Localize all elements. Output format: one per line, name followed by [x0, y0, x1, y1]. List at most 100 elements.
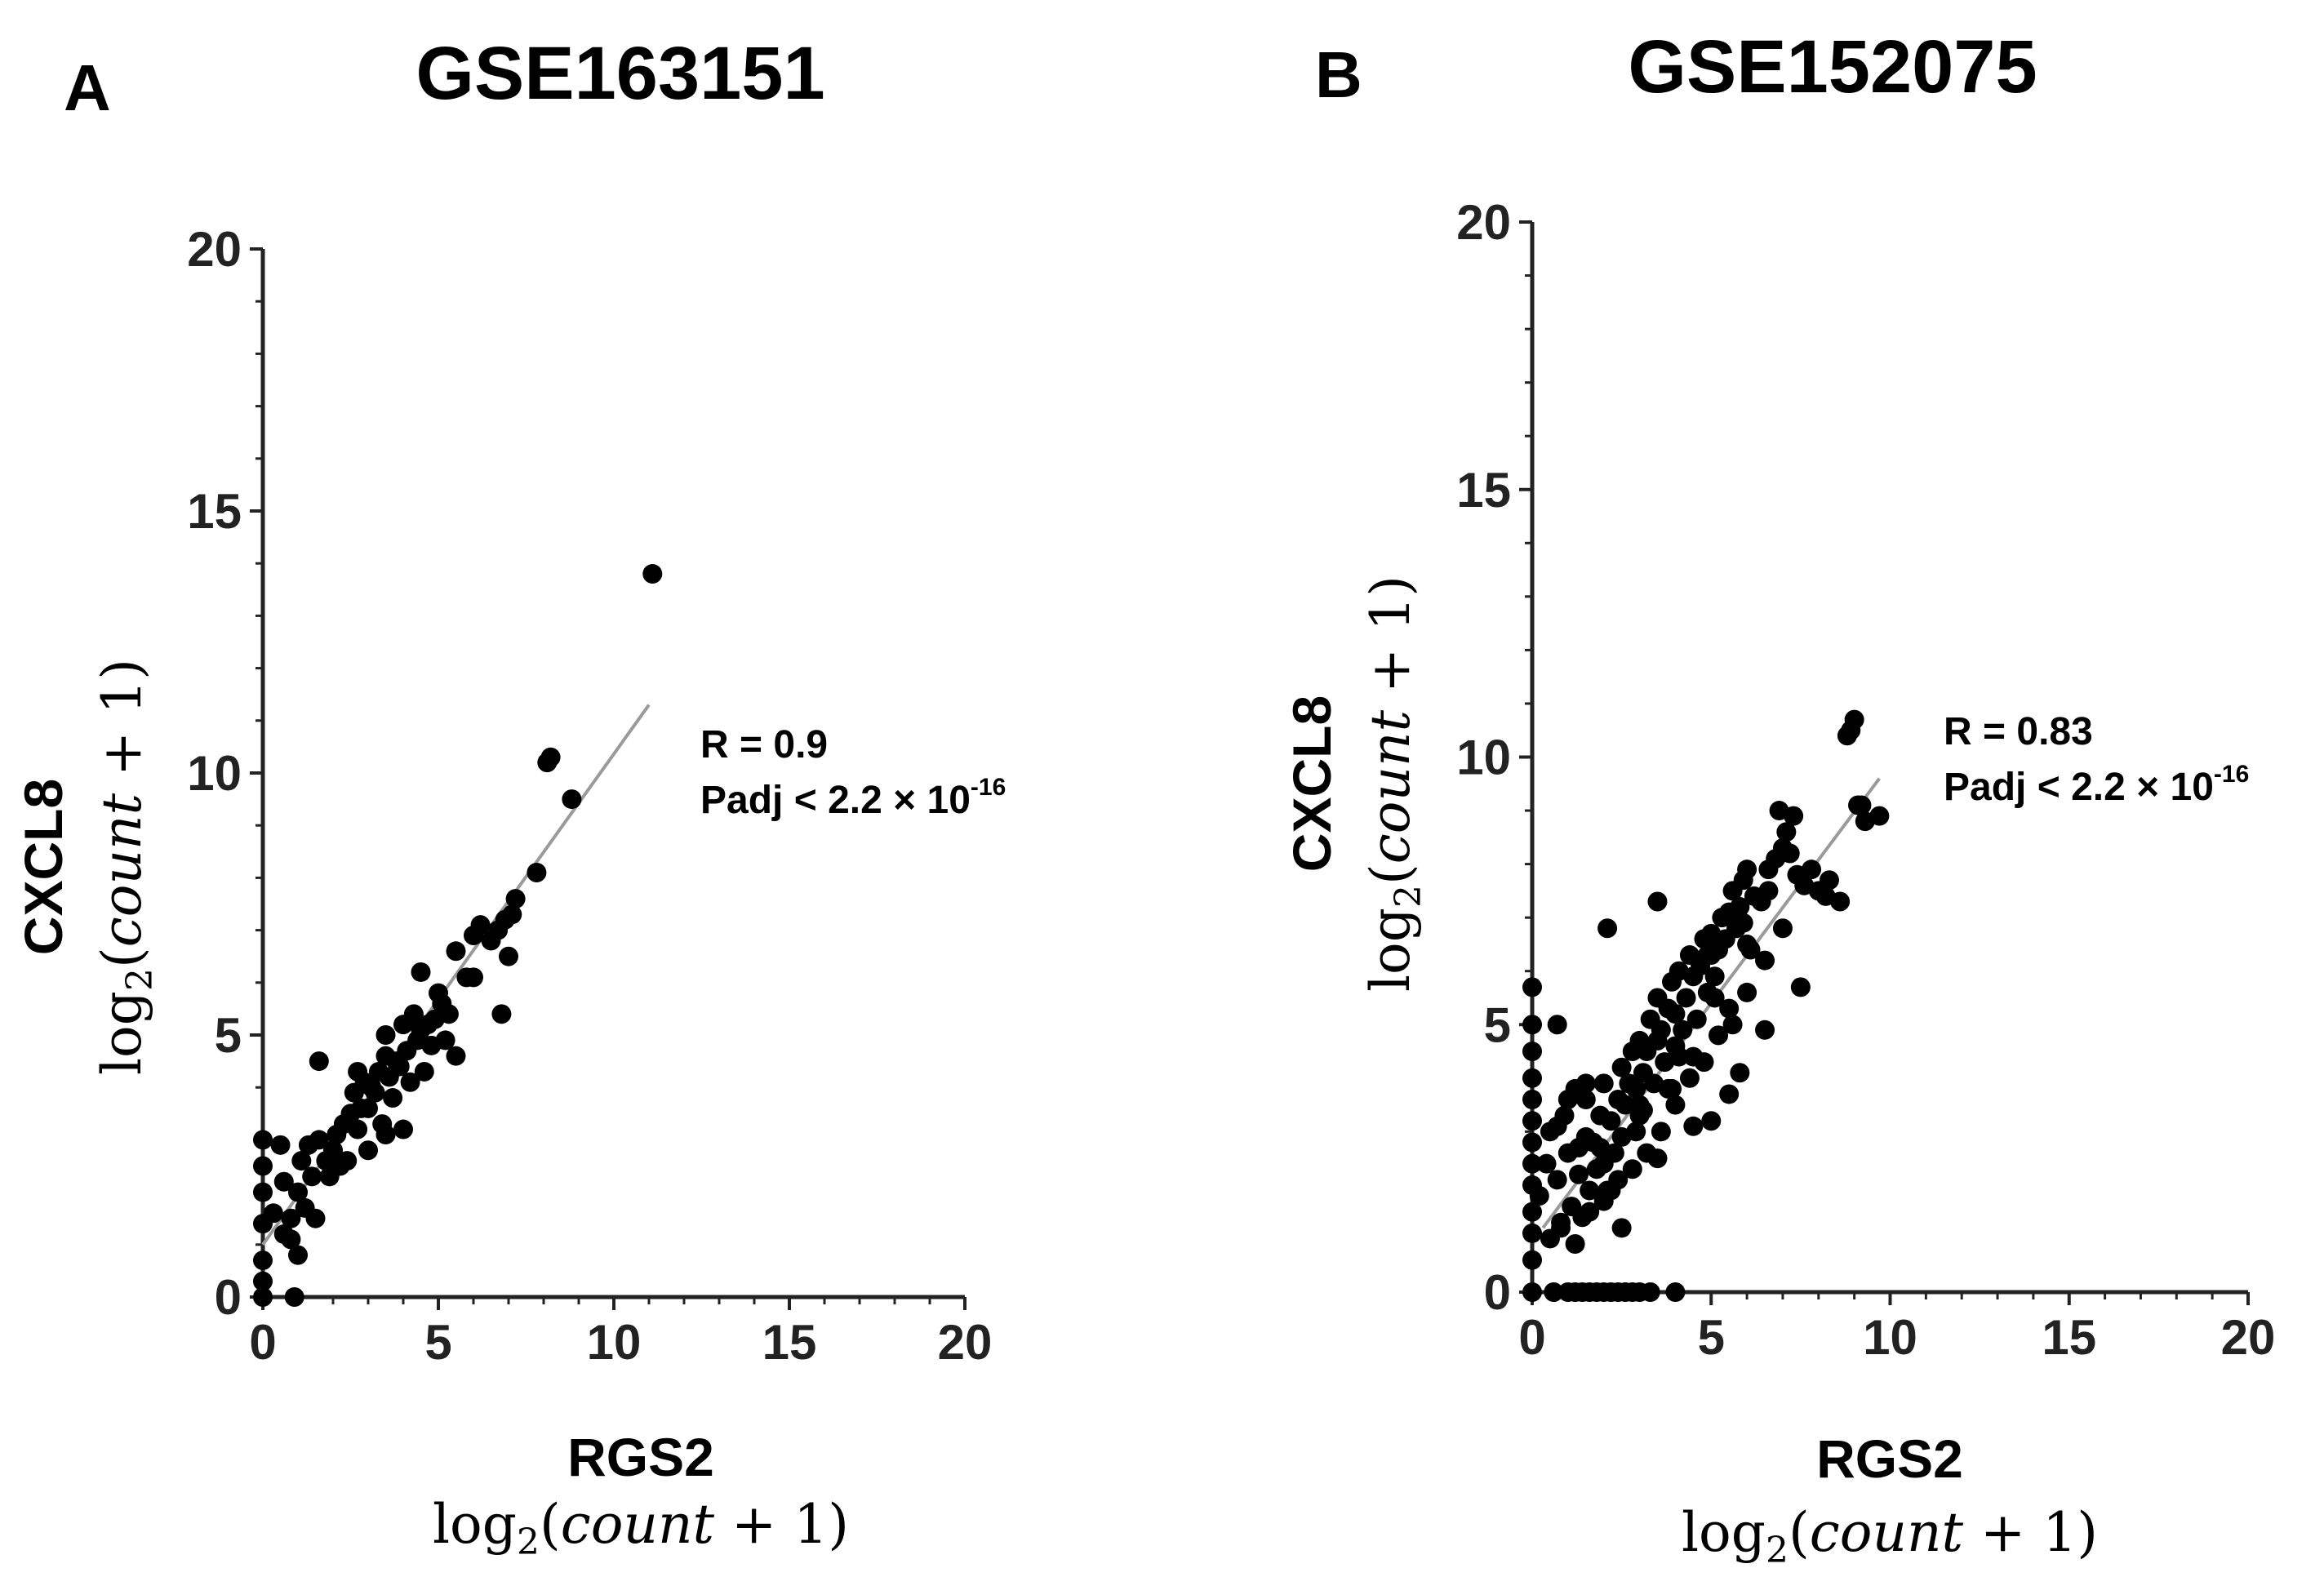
y-tick-label: 5: [1484, 997, 1511, 1052]
y-tick-label: 15: [187, 484, 242, 539]
data-point: [1709, 1025, 1729, 1046]
data-point: [309, 1130, 329, 1150]
data-point: [1697, 945, 1717, 966]
plot-area: 0 5 10 15 20 0 5 10 15 20: [187, 222, 992, 1370]
data-point: [1522, 1250, 1542, 1270]
data-point: [1575, 1073, 1596, 1094]
y-tick-label: 0: [215, 1270, 242, 1325]
data-point: [1557, 1090, 1578, 1110]
data-point: [1547, 1170, 1567, 1190]
data-point: [1522, 1042, 1542, 1062]
data-point: [1676, 988, 1696, 1008]
data-point: [1522, 1111, 1542, 1131]
data-point: [393, 1119, 413, 1139]
data-point: [1704, 966, 1725, 987]
panel-letter: A: [64, 51, 111, 124]
data-point: [1651, 1122, 1671, 1142]
data-point: [358, 1140, 378, 1161]
data-point: [527, 862, 547, 882]
x-axis-name: RGS2: [1816, 1428, 1963, 1489]
data-point: [1855, 811, 1875, 832]
data-point: [446, 941, 466, 962]
data-point: [1544, 1282, 1564, 1302]
data-point: [288, 1245, 308, 1265]
data-point: [1686, 1009, 1707, 1029]
x-tick-label: 0: [249, 1315, 276, 1370]
panel-b: B GSE152075 0 5 10 15 20 0 5 10 15 20 CXCL8 log2(…: [1162, 0, 2324, 1577]
data-point: [435, 1030, 455, 1051]
data-point: [1694, 1052, 1714, 1073]
data-point: [1722, 1015, 1743, 1035]
y-tick-label: 0: [1484, 1265, 1511, 1320]
chart-title: GSE163151: [415, 32, 825, 115]
data-point: [281, 1208, 301, 1228]
y-tick-label: 20: [187, 222, 242, 277]
data-point: [291, 1151, 312, 1171]
data-point: [1679, 1068, 1700, 1088]
panel-a: A GSE163151 0 5 10 15 20 0 5 10 15 20 CXCL8 log2(…: [13, 32, 1006, 1563]
data-point: [253, 1130, 273, 1150]
data-point: [1719, 998, 1740, 1019]
x-tick-label: 5: [1698, 1310, 1725, 1365]
data-point: [1626, 1078, 1646, 1099]
data-point: [253, 1182, 273, 1202]
data-point: [1622, 1159, 1642, 1179]
correlation-r: R = 0.9: [700, 723, 828, 766]
data-point: [400, 1072, 420, 1092]
data-point: [1673, 1019, 1693, 1040]
padj-value: Padj < 2.2 × 10-16: [700, 774, 1006, 822]
data-point: [1740, 940, 1761, 960]
data-point: [1522, 1223, 1542, 1243]
data-point: [348, 1119, 368, 1139]
data-point: [1522, 977, 1542, 997]
scatter-plot-b: 0 5 10 15 20 0 5 10 15 20 CXCL8 log2(count + 1) R…: [1282, 195, 2275, 1571]
data-point: [1802, 860, 1822, 880]
data-point: [253, 1156, 273, 1176]
data-point: [1815, 886, 1836, 906]
data-point: [1569, 1138, 1589, 1158]
scatter-plot-a: 0 5 10 15 20 0 5 10 15 20 CXCL8 log2(count + 1) R…: [13, 222, 1006, 1563]
y-axis-name: CXCL8: [1282, 695, 1342, 872]
data-point: [1601, 1180, 1621, 1201]
data-point: [253, 1271, 273, 1291]
data-point: [1665, 1282, 1686, 1302]
data-point: [1647, 891, 1668, 912]
data-point: [1547, 1015, 1567, 1035]
data-point: [491, 1004, 512, 1024]
data-point: [1701, 1111, 1722, 1131]
y-tick-label: 5: [215, 1008, 242, 1063]
data-point: [1522, 1202, 1542, 1222]
data-point: [1683, 1116, 1704, 1136]
data-point: [1851, 795, 1872, 815]
data-point: [1844, 709, 1864, 730]
data-point: [562, 789, 582, 810]
data-point: [288, 1182, 308, 1202]
y-tick-label: 15: [1456, 463, 1511, 518]
plot-area: 0 5 10 15 20 0 5 10 15 20: [1456, 195, 2275, 1365]
x-axis-unit: log2(count + 1): [433, 1493, 849, 1563]
data-point: [470, 915, 491, 935]
data-point: [411, 962, 431, 982]
data-point: [1704, 988, 1725, 1008]
data-point: [1776, 822, 1797, 842]
data-point: [1593, 1073, 1614, 1094]
data-point: [1772, 918, 1793, 939]
y-axis-unit: log2(count + 1): [1359, 575, 1429, 992]
x-tick-label: 15: [762, 1315, 817, 1370]
data-point: [337, 1151, 358, 1171]
data-point: [1669, 1046, 1689, 1067]
data-point: [1565, 1234, 1585, 1255]
data-point: [1597, 918, 1618, 939]
data-point: [383, 1088, 403, 1108]
data-point: [1615, 1095, 1636, 1115]
data-point: [1665, 1004, 1686, 1024]
x-tick-label: 15: [2042, 1310, 2096, 1365]
data-point: [1719, 1084, 1740, 1104]
data-point: [253, 1287, 273, 1307]
data-point: [1590, 1138, 1611, 1158]
data-point: [1755, 950, 1775, 971]
data-point: [1522, 1015, 1542, 1035]
x-tick-label: 20: [2221, 1310, 2276, 1365]
data-point: [1575, 1090, 1596, 1110]
data-point: [302, 1166, 322, 1187]
